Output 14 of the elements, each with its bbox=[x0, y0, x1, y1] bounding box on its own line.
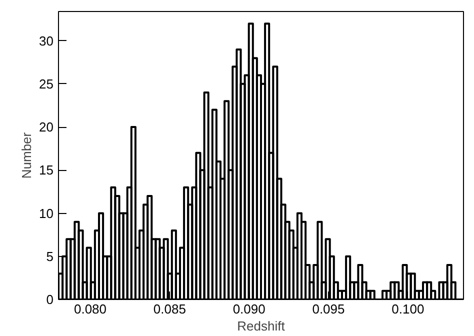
y-tick-label: 15 bbox=[39, 162, 54, 178]
x-tick-label: 0.090 bbox=[232, 302, 266, 316]
y-tick-label: 30 bbox=[39, 33, 54, 48]
x-tick-label: 0.080 bbox=[74, 302, 107, 316]
y-tick-label: 0 bbox=[46, 292, 54, 307]
x-axis-title: Redshift bbox=[237, 318, 286, 334]
y-tick-label: 25 bbox=[39, 76, 54, 92]
x-tick-label: 0.095 bbox=[312, 302, 345, 316]
y-tick-label: 10 bbox=[39, 206, 54, 221]
x-tick-label: 0.085 bbox=[153, 302, 186, 316]
y-tick-label: 20 bbox=[39, 120, 54, 135]
y-axis-title: Number bbox=[19, 132, 34, 179]
x-tick-label: 0.100 bbox=[392, 302, 424, 316]
y-tick-label: 5 bbox=[46, 248, 54, 264]
